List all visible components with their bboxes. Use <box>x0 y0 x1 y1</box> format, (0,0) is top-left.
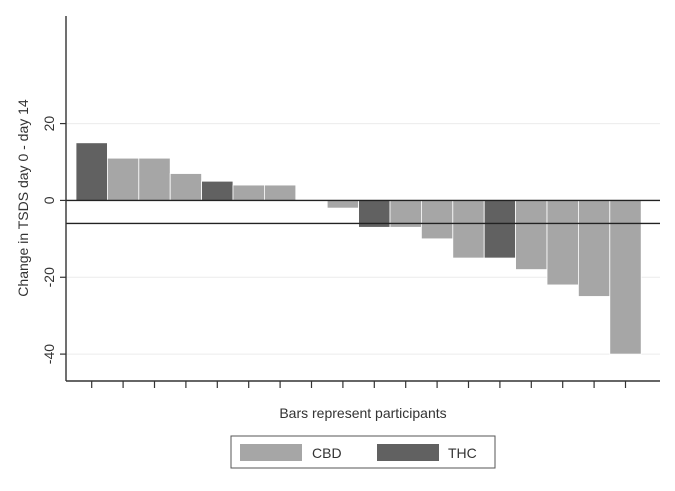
legend-swatch-cbd <box>240 444 302 461</box>
bar-cbd <box>232 184 265 201</box>
reference-lines <box>66 199 660 225</box>
bar-cbd <box>578 200 611 297</box>
bar-cbd <box>452 200 485 259</box>
bar-cbd <box>169 173 202 201</box>
bar-thc <box>201 180 234 201</box>
legend: CBD THC <box>230 435 496 469</box>
y-axis-label: Change in TSDS day 0 - day 14 <box>15 99 31 297</box>
bar-cbd <box>546 200 579 286</box>
x-axis-label: Bars represent participants <box>279 405 446 421</box>
bar-thc <box>75 142 108 201</box>
x-axis-ticks <box>91 381 627 388</box>
bar-cbd <box>263 184 297 201</box>
legend-label-thc: THC <box>448 445 477 461</box>
bar-cbd <box>420 200 454 240</box>
bar-cbd <box>138 157 171 201</box>
legend-label-cbd: CBD <box>312 445 342 461</box>
bar-cbd <box>326 200 360 209</box>
bar-thc <box>483 200 517 259</box>
y-axis-ticks: 20 0 -20 -40 <box>41 116 66 364</box>
y-tick-label: 0 <box>41 196 57 204</box>
legend-swatch-thc <box>377 444 439 461</box>
bars <box>75 142 642 355</box>
bar-cbd <box>515 200 548 270</box>
bar-cbd <box>107 157 140 201</box>
y-tick-label: -20 <box>41 267 57 287</box>
y-tick-label: -40 <box>41 344 57 364</box>
y-tick-label: 20 <box>41 116 57 132</box>
